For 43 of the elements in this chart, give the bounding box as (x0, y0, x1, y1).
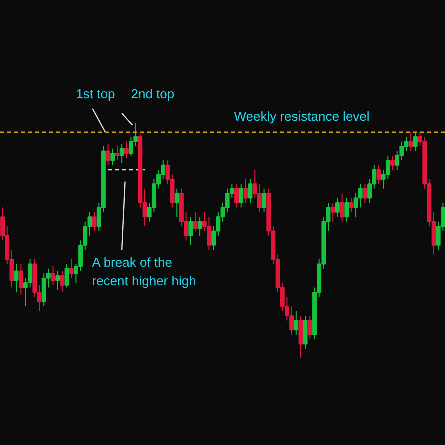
candlestick (56, 270, 60, 291)
candlestick (408, 132, 414, 152)
candlestick (120, 144, 124, 164)
candlestick (18, 264, 24, 296)
candlestick (344, 198, 350, 222)
candlestick (193, 212, 198, 232)
ref-line-label: Weekly resistance level (234, 109, 370, 124)
candlestick (308, 316, 312, 340)
candlestick (239, 184, 244, 208)
candlestick (303, 316, 308, 350)
candlestick (51, 266, 56, 286)
candlestick (257, 184, 262, 213)
candlestick (106, 144, 111, 166)
candlestick (349, 198, 354, 213)
candlestick (244, 178, 248, 204)
candlestick (294, 310, 299, 336)
candlestick (124, 141, 129, 159)
candlestick (358, 184, 363, 208)
candlestick (335, 198, 340, 218)
candlestick (386, 155, 390, 180)
candlestick (376, 164, 382, 185)
candlestick (92, 212, 97, 232)
candlestick (14, 264, 19, 293)
candlestick (330, 202, 336, 222)
candlestick (362, 184, 368, 204)
candlestick (340, 193, 344, 222)
candlestick (234, 184, 239, 208)
candlestick (298, 316, 304, 359)
candlestick (60, 270, 65, 293)
candlestick (248, 178, 253, 204)
text: 1st top (76, 86, 116, 102)
candlestick (188, 216, 194, 246)
candlestick (110, 148, 116, 166)
candlestick (69, 258, 74, 279)
candlestick (115, 146, 120, 162)
candlestick (198, 216, 202, 236)
candlestick (174, 188, 180, 218)
candlestick (262, 188, 267, 213)
candlestick (413, 132, 418, 152)
text: 2nd top (131, 86, 175, 102)
candlestick (64, 264, 70, 288)
annotation: A break of the recent higher high (92, 254, 196, 289)
candlestick (390, 155, 395, 171)
